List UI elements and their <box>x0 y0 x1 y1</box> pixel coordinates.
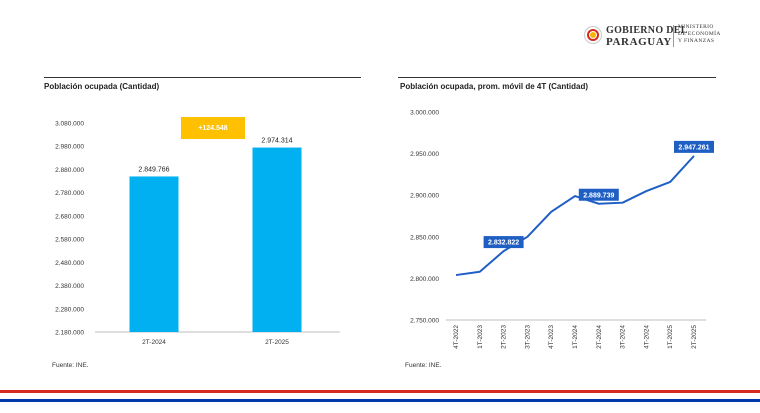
y-tick-label: 2.780.000 <box>55 190 84 197</box>
bar-value-label: 2.849.766 <box>138 166 169 173</box>
logo-ministry-line: DE ECONOMÍA <box>678 31 721 37</box>
right-source: Fuente: INE. <box>405 362 442 369</box>
logo-ministry-line: MINISTERIO <box>678 24 714 30</box>
y-tick-label: 2.950.000 <box>410 151 439 158</box>
y-tick-label: 3.080.000 <box>55 121 84 128</box>
bar-chart: 3.080.000 2.980.000 2.880.000 2.780.000 2.68… <box>55 117 340 346</box>
x-tick-label: 4T-2024 <box>643 325 650 349</box>
y-tick-label: 3.000.000 <box>410 110 439 117</box>
x-tick-label: 2T-2025 <box>691 325 698 349</box>
x-tick-label: 4T-2022 <box>453 325 460 349</box>
right-title-rule <box>398 77 716 78</box>
y-tick-label: 2.280.000 <box>55 306 84 313</box>
right-chart-title: Población ocupada, prom. móvil de 4T (Ca… <box>400 82 589 91</box>
logo-gov-line2: PARAGUAY <box>606 36 672 48</box>
difference-box <box>181 117 245 139</box>
left-source: Fuente: INE. <box>52 362 89 369</box>
y-tick-label: 2.380.000 <box>55 283 84 290</box>
x-tick-label: 1T-2023 <box>477 325 484 349</box>
y-tick-label: 2.800.000 <box>410 276 439 283</box>
data-label-box <box>674 140 714 153</box>
y-tick-label: 2.180.000 <box>55 330 84 337</box>
line-chart: 3.000.000 2.950.000 2.900.000 2.850.000 2.80… <box>410 110 714 349</box>
data-label-box <box>578 188 619 201</box>
x-tick-label: 3T-2024 <box>620 325 627 349</box>
y-tick-label: 2.880.000 <box>55 167 84 174</box>
national-seal-icon <box>584 26 602 44</box>
difference-label: +124.548 <box>198 125 227 132</box>
y-tick-label: 2.980.000 <box>55 144 84 151</box>
x-tick-label: 3T-2023 <box>524 325 531 349</box>
bar-value-label: 2.974.314 <box>261 138 292 145</box>
data-label: 2.832.822 <box>488 240 519 247</box>
flag-stripe-blue <box>0 399 760 402</box>
data-label: 2.947.261 <box>678 144 709 151</box>
bar <box>129 176 179 332</box>
x-tick-label: 1T-2025 <box>667 325 674 349</box>
x-tick-label: 2T-2024 <box>142 339 166 346</box>
x-tick-label: 2T-2024 <box>596 325 603 349</box>
x-tick-label: 1T-2024 <box>572 325 579 349</box>
data-label: 2.889.739 <box>583 192 614 199</box>
logo-ministry-line: Y FINANZAS <box>678 38 715 44</box>
flag-stripe-white <box>0 395 760 397</box>
x-tick-label: 2T-2025 <box>265 339 289 346</box>
logo-gov-line1: GOBIERNO DEL <box>606 25 688 36</box>
data-label-box <box>483 236 524 249</box>
bar <box>252 147 302 332</box>
y-tick-label: 2.900.000 <box>410 193 439 200</box>
x-tick-label: 4T-2023 <box>548 325 555 349</box>
left-chart-title: Población ocupada (Cantidad) <box>44 82 160 91</box>
y-tick-label: 2.750.000 <box>410 318 439 325</box>
y-tick-label: 2.580.000 <box>55 237 84 244</box>
series-line <box>455 155 695 277</box>
y-tick-label: 2.850.000 <box>410 234 439 241</box>
logo-ministry: MINISTERIO DE ECONOMÍA Y FINANZAS <box>678 24 721 45</box>
y-tick-label: 2.480.000 <box>55 260 84 267</box>
y-tick-label: 2.680.000 <box>55 213 84 220</box>
x-tick-label: 2T-2023 <box>501 325 508 349</box>
left-title-rule <box>44 77 361 78</box>
government-logo: GOBIERNO DEL PARAGUAY MINISTERIO DE ECON… <box>584 22 734 52</box>
flag-stripe-red <box>0 390 760 393</box>
logo-divider <box>673 25 674 47</box>
